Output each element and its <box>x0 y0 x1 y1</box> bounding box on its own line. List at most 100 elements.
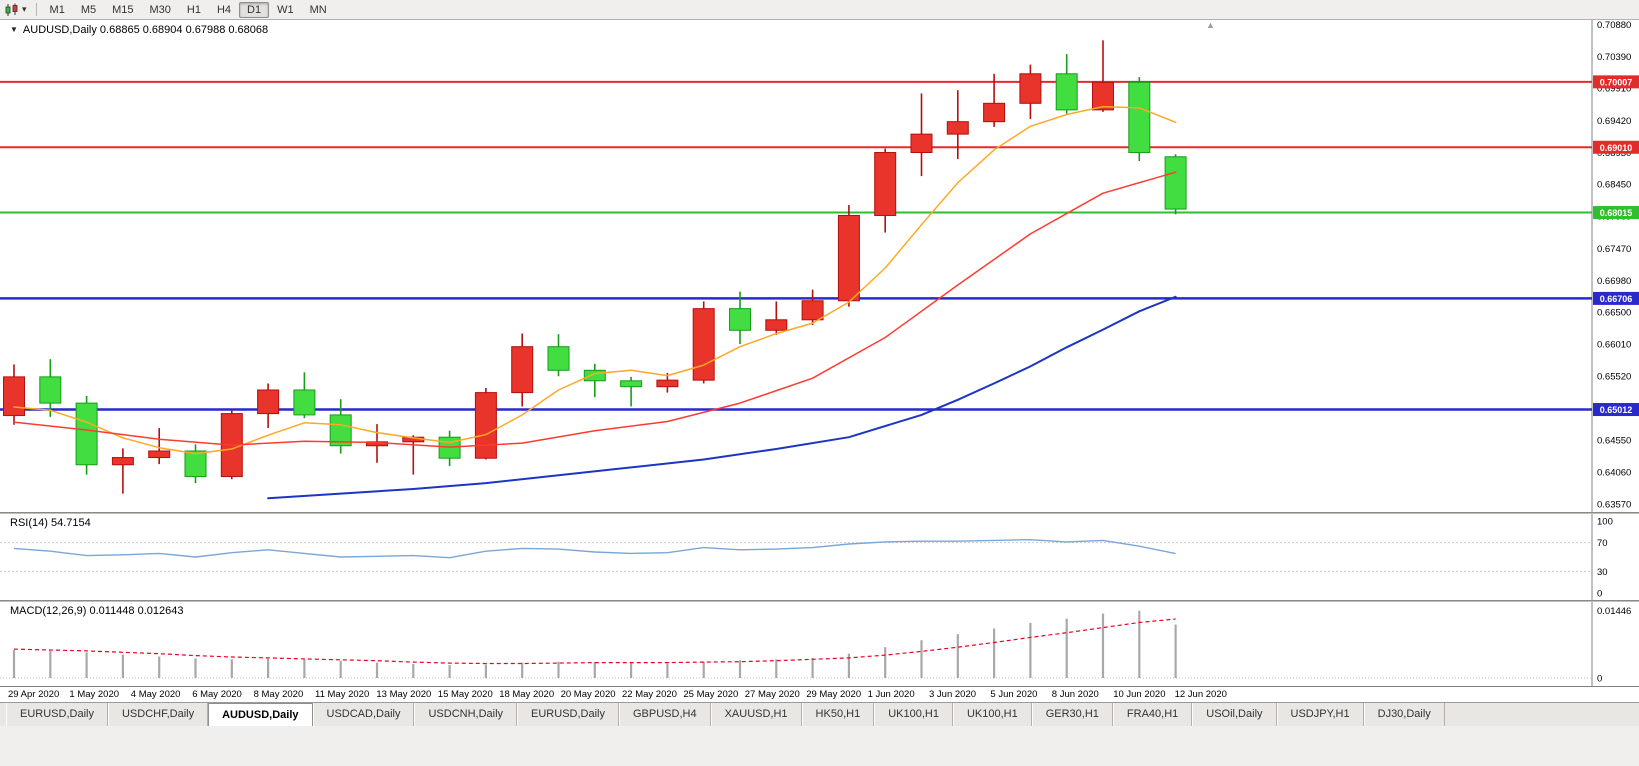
price-badge-label: 0.66706 <box>1600 294 1633 304</box>
date-label: 8 May 2020 <box>253 689 304 700</box>
timeframe-H4[interactable]: H4 <box>209 2 239 18</box>
candle-body <box>547 346 570 371</box>
moving-averages-layer <box>13 105 1177 500</box>
timeframe-M15[interactable]: M15 <box>104 2 141 18</box>
candle-body <box>583 369 606 382</box>
tab-uk100-h1[interactable]: UK100,H1 <box>874 703 953 726</box>
rsi-axis-label: 30 <box>1597 567 1608 578</box>
collapse-triangle-icon[interactable]: ▼ <box>10 25 18 34</box>
price-badge <box>1593 291 1639 305</box>
tab-audusd-daily[interactable]: AUDUSD,Daily <box>208 703 313 726</box>
tab-xauusd-h1[interactable]: XAUUSD,H1 <box>710 703 802 726</box>
date-label: 25 May 2020 <box>683 689 739 700</box>
slow-ma-blue <box>267 295 1177 500</box>
price-badge <box>1593 403 1639 417</box>
candle-body <box>837 214 860 302</box>
chart-shift-marker-icon[interactable]: ▲ <box>1206 20 1215 30</box>
candle-body <box>765 319 788 331</box>
date-label: 1 May 2020 <box>69 689 120 700</box>
price-badge <box>1593 75 1639 89</box>
tab-usdcad-daily[interactable]: USDCAD,Daily <box>312 703 415 726</box>
tab-usdchf-daily[interactable]: USDCHF,Daily <box>107 703 209 726</box>
main-chart[interactable]: 0.708800.703900.699100.694200.689300.684… <box>0 20 1639 512</box>
price-badge <box>1593 206 1639 220</box>
candle-body <box>184 450 207 478</box>
tab-eurusd-daily[interactable]: EURUSD,Daily <box>517 703 619 726</box>
candle-body <box>1019 73 1042 104</box>
chart-background <box>0 20 1639 512</box>
date-label: 8 Jun 2020 <box>1051 689 1099 700</box>
timeframe-W1[interactable]: W1 <box>269 2 302 18</box>
date-label: 13 May 2020 <box>376 689 432 700</box>
tab-eurusd-daily[interactable]: EURUSD,Daily <box>6 703 108 726</box>
date-axis: 29 Apr 2020 1 May 2020 4 May 2020 6 May 202… <box>0 686 1639 702</box>
date-label: 1 Jun 2020 <box>867 689 915 700</box>
chart-tabs: EURUSD,Daily USDCHF,Daily AUDUSD,Daily USDC… <box>0 702 1639 726</box>
rsi-background <box>0 514 1639 600</box>
tab-usoil-daily[interactable]: USOil,Daily <box>1192 703 1277 726</box>
candle-body <box>729 308 751 331</box>
timeframe-M5[interactable]: M5 <box>73 2 104 18</box>
price-axis-label: 0.66010 <box>1597 340 1631 351</box>
macd-background <box>0 602 1639 686</box>
candlestick-chart-icon[interactable] <box>4 3 20 17</box>
tab-dj30-daily[interactable]: DJ30,Daily <box>1363 703 1445 726</box>
candle-body <box>329 414 352 447</box>
date-label: 6 May 2020 <box>192 689 242 700</box>
chart-type-caret-icon[interactable]: ▾ <box>22 4 27 14</box>
timeframe-D1[interactable]: D1 <box>239 1 270 18</box>
candle-body <box>148 450 171 459</box>
timeframe-MN[interactable]: MN <box>302 2 335 18</box>
macd-panel-wrap: 0.01446 0 MACD(12,26,9) 0.011448 0.012643 <box>0 602 1639 686</box>
price-axis-label: 0.70880 <box>1597 20 1631 31</box>
rsi-line <box>13 539 1176 559</box>
chart-title: ▼ AUDUSD,Daily 0.68865 0.68904 0.67988 0.… <box>10 23 268 37</box>
macd-panel[interactable]: 0.01446 0 <box>0 602 1639 686</box>
candle-body <box>111 457 134 466</box>
tab-fra40-h1[interactable]: FRA40,H1 <box>1112 703 1193 726</box>
candle-body <box>1164 156 1187 210</box>
splitter-rsi[interactable] <box>0 512 1639 514</box>
candle-body <box>1092 81 1114 111</box>
rsi-panel-wrap: 100 70 30 0 RSI(14) 54.7154 <box>0 514 1639 600</box>
candle-body <box>1128 81 1151 154</box>
price-axis-label: 0.64060 <box>1597 467 1631 478</box>
candle-body <box>474 392 497 459</box>
timeframe-M1[interactable]: M1 <box>42 2 73 18</box>
tab-uk100-h1[interactable]: UK100,H1 <box>952 703 1032 726</box>
tab-hk50-h1[interactable]: HK50,H1 <box>801 703 875 726</box>
candle-body <box>692 308 715 381</box>
price-badge-label: 0.70007 <box>1600 77 1633 87</box>
timeframe-H1[interactable]: H1 <box>179 2 209 18</box>
candle-body <box>39 376 62 404</box>
candle-body <box>874 152 897 216</box>
tab-gbpusd-h4[interactable]: GBPUSD,H4 <box>619 703 711 726</box>
rsi-axis-label: 100 <box>1597 517 1613 528</box>
candle-body <box>656 379 679 388</box>
date-label: 11 May 2020 <box>315 689 370 700</box>
tab-ger30-h1[interactable]: GER30,H1 <box>1031 703 1113 726</box>
price-axis-label: 0.66500 <box>1597 307 1631 318</box>
candle-body <box>511 346 534 394</box>
tab-usdcnh-daily[interactable]: USDCNH,Daily <box>414 703 518 726</box>
price-axis-label: 0.63570 <box>1597 500 1631 511</box>
splitter-macd[interactable] <box>0 600 1639 602</box>
toolbar: ▾ M1 M5 M15 M30 H1 H4 D1 W1 MN <box>0 0 1639 20</box>
timeframe-M30[interactable]: M30 <box>142 2 179 18</box>
chart-type-icon-group: ▾ <box>4 3 27 17</box>
rsi-label: RSI(14) 54.7154 <box>10 517 91 529</box>
date-label: 15 May 2020 <box>437 689 493 700</box>
price-axis-label: 0.66980 <box>1597 276 1631 287</box>
macd-axis-label: 0.01446 <box>1597 606 1631 617</box>
bottom-strip <box>0 726 1639 766</box>
date-label: 29 May 2020 <box>806 689 862 700</box>
rsi-panel[interactable]: 100 70 30 0 <box>0 514 1639 600</box>
macd-signal-line <box>13 618 1176 665</box>
price-axis-label: 0.64550 <box>1597 435 1631 446</box>
candle-body <box>257 389 280 415</box>
date-label: 29 Apr 2020 <box>8 689 60 700</box>
rsi-axis-label: 0 <box>1597 589 1602 600</box>
tab-usdjpy-h1[interactable]: USDJPY,H1 <box>1276 703 1364 726</box>
price-badge <box>1593 140 1639 154</box>
date-label: 27 May 2020 <box>744 689 800 700</box>
